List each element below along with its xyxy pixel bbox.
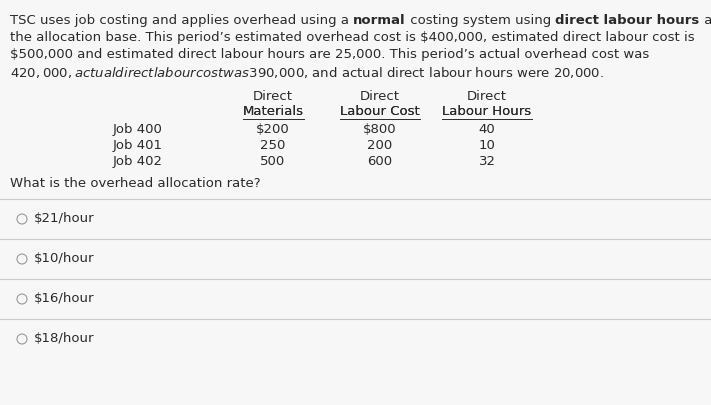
Text: Job 402: Job 402 [113,155,163,168]
Text: 32: 32 [479,155,496,168]
Text: Labour Hours: Labour Hours [442,105,532,118]
Text: Job 400: Job 400 [113,123,163,136]
Text: Materials: Materials [242,105,304,118]
Text: 600: 600 [368,155,392,168]
Text: $500,000 and estimated direct labour hours are 25,000. This period’s actual over: $500,000 and estimated direct labour hou… [10,48,649,61]
Text: Labour Cost: Labour Cost [340,105,420,118]
Text: Direct: Direct [253,90,293,103]
Text: $21/hour: $21/hour [34,213,95,226]
Text: $420,000, actual direct labour cost was $390,000, and actual direct labour hours: $420,000, actual direct labour cost was … [10,65,604,80]
Text: Labour Hours: Labour Hours [442,105,532,118]
Text: the allocation base. This period’s estimated overhead cost is $400,000, estimate: the allocation base. This period’s estim… [10,31,695,44]
Text: Materials: Materials [242,105,304,118]
Text: $18/hour: $18/hour [34,333,95,345]
Text: Job 401: Job 401 [113,139,163,152]
Text: 10: 10 [479,139,496,152]
Text: Labour Cost: Labour Cost [340,105,420,118]
Text: $800: $800 [363,123,397,136]
Text: normal: normal [353,14,406,27]
Text: TSC uses job costing and applies overhead using a: TSC uses job costing and applies overhea… [10,14,353,27]
Text: $10/hour: $10/hour [34,252,95,266]
Text: Direct: Direct [360,90,400,103]
Text: $200: $200 [256,123,290,136]
Text: direct labour hours: direct labour hours [555,14,700,27]
Text: 250: 250 [260,139,286,152]
Text: $16/hour: $16/hour [34,292,95,305]
Text: costing system using: costing system using [406,14,555,27]
Text: as: as [700,14,711,27]
Text: 200: 200 [368,139,392,152]
Text: What is the overhead allocation rate?: What is the overhead allocation rate? [10,177,261,190]
Text: 500: 500 [260,155,286,168]
Text: Direct: Direct [467,90,507,103]
Text: 40: 40 [479,123,496,136]
